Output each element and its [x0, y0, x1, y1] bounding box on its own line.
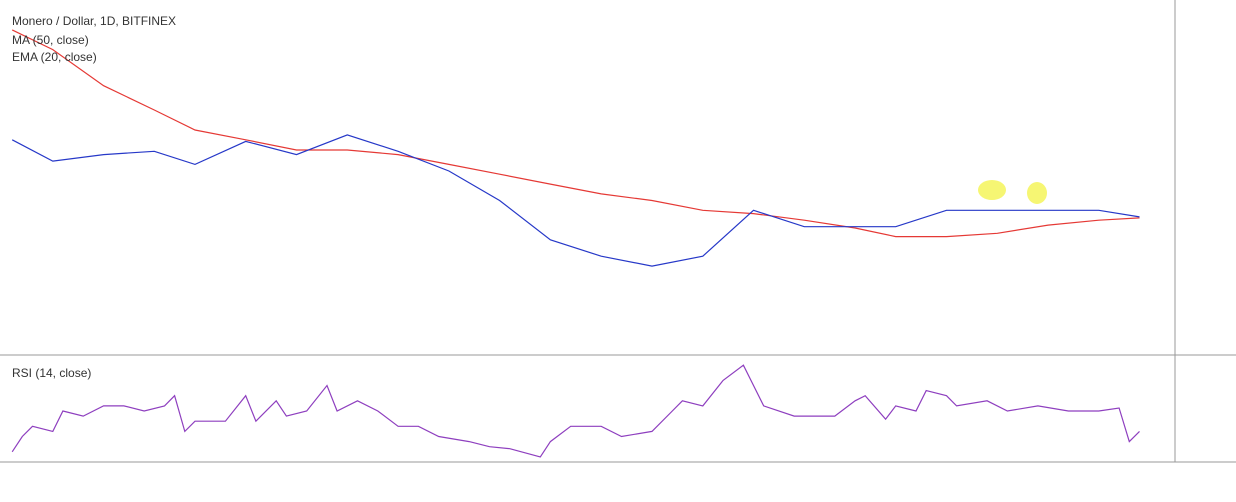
rsi-title: RSI (14, close)	[12, 366, 91, 380]
legend-entry: EMA (20, close)	[12, 50, 97, 64]
highlight	[978, 180, 1006, 200]
ma-line	[11, 134, 1140, 267]
ma-line	[11, 29, 1140, 238]
rsi-line	[11, 364, 1140, 458]
chart-title: Monero / Dollar, 1D, BITFINEX	[12, 14, 176, 28]
legend-entry: MA (50, close)	[12, 33, 89, 47]
marks	[11, 29, 1140, 458]
highlight	[1027, 182, 1047, 204]
